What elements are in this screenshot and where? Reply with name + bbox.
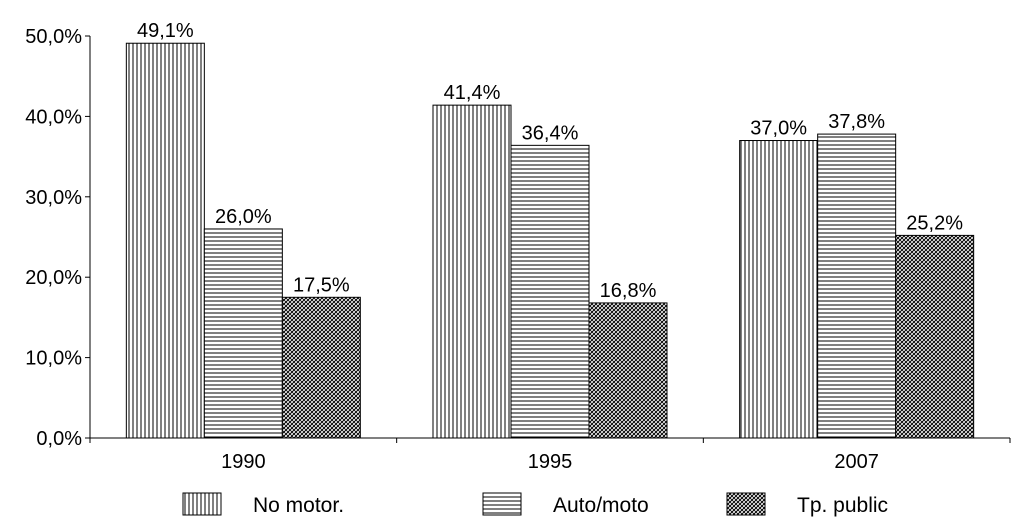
legend-label: Auto/moto — [553, 494, 649, 517]
legend-swatch — [182, 492, 222, 516]
x-tick-label: 2007 — [834, 451, 879, 473]
y-tick-label: 40,0% — [25, 106, 82, 128]
legend-label: Tp. public — [797, 494, 888, 517]
x-tick-label: 1990 — [221, 451, 266, 473]
bar — [203, 228, 283, 439]
y-tick-label: 50,0% — [25, 26, 82, 48]
x-axis: 1990 1995 2007 — [89, 437, 1011, 473]
data-label: 41,4% — [444, 82, 501, 104]
data-label: 16,8% — [600, 280, 657, 302]
y-tick-label: 30,0% — [25, 187, 82, 209]
bar — [281, 296, 361, 439]
data-label: 37,8% — [828, 111, 885, 133]
legend-label: No motor. — [253, 494, 344, 517]
data-label: 37,0% — [750, 118, 807, 140]
bar — [739, 140, 819, 439]
bar — [817, 133, 897, 439]
y-tick-label: 10,0% — [25, 348, 82, 370]
data-label: 49,1% — [137, 20, 194, 42]
bar — [588, 302, 668, 439]
y-tick-label: 20,0% — [25, 267, 82, 289]
bar — [895, 234, 975, 439]
y-tick-label: 0,0% — [36, 428, 82, 450]
x-tick-label: 1995 — [528, 451, 573, 473]
data-label: 26,0% — [215, 206, 272, 228]
bar — [125, 42, 205, 439]
data-label: 25,2% — [906, 212, 963, 234]
legend-swatch — [482, 492, 522, 516]
bar — [510, 144, 590, 439]
legend-swatch — [726, 492, 766, 516]
legend: No motor. Auto/moto Tp. public — [182, 492, 888, 517]
data-label: 36,4% — [522, 122, 579, 144]
bars — [125, 42, 975, 439]
bar — [432, 104, 512, 439]
data-label: 17,5% — [293, 274, 350, 296]
y-axis: 0,0% 10,0% 20,0% 30,0% 40,0% 50,0% — [25, 26, 91, 450]
data-labels: 49,1% 26,0% 17,5% 41,4% 36,4% 16,8% 37,0% 37,8%… — [137, 20, 963, 302]
